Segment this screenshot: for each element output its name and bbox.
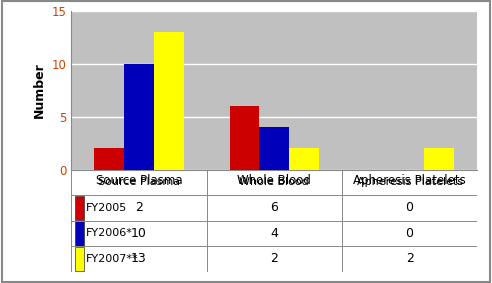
Text: 10: 10 bbox=[131, 227, 147, 240]
Bar bbox=[75, 196, 84, 220]
Text: 2: 2 bbox=[405, 252, 414, 265]
Text: 6: 6 bbox=[270, 201, 278, 214]
Bar bbox=[94, 149, 124, 170]
Text: 0: 0 bbox=[405, 201, 414, 214]
Y-axis label: Number: Number bbox=[33, 63, 46, 118]
Bar bbox=[259, 127, 289, 170]
Text: Source Plasma: Source Plasma bbox=[98, 177, 180, 187]
Bar bbox=[289, 149, 319, 170]
Text: FY2005: FY2005 bbox=[86, 203, 127, 213]
Text: 4: 4 bbox=[270, 227, 278, 240]
Bar bbox=[425, 149, 454, 170]
Text: Apheresis Platelets: Apheresis Platelets bbox=[357, 177, 462, 187]
Text: FY2006*: FY2006* bbox=[86, 228, 133, 238]
Text: Whole Blood: Whole Blood bbox=[240, 177, 309, 187]
Text: 2: 2 bbox=[270, 252, 278, 265]
Bar bbox=[124, 64, 154, 170]
Text: 0: 0 bbox=[405, 227, 414, 240]
Text: 2: 2 bbox=[135, 201, 143, 214]
Bar bbox=[75, 247, 84, 271]
Text: 13: 13 bbox=[131, 252, 147, 265]
Bar bbox=[230, 106, 259, 170]
Bar bbox=[154, 33, 184, 170]
Text: FY2007**: FY2007** bbox=[86, 254, 139, 264]
Bar bbox=[75, 221, 84, 246]
